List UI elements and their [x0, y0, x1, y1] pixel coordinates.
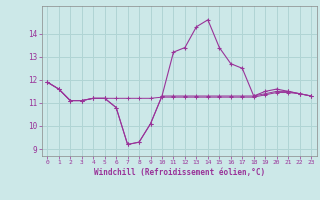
X-axis label: Windchill (Refroidissement éolien,°C): Windchill (Refroidissement éolien,°C) — [94, 168, 265, 177]
